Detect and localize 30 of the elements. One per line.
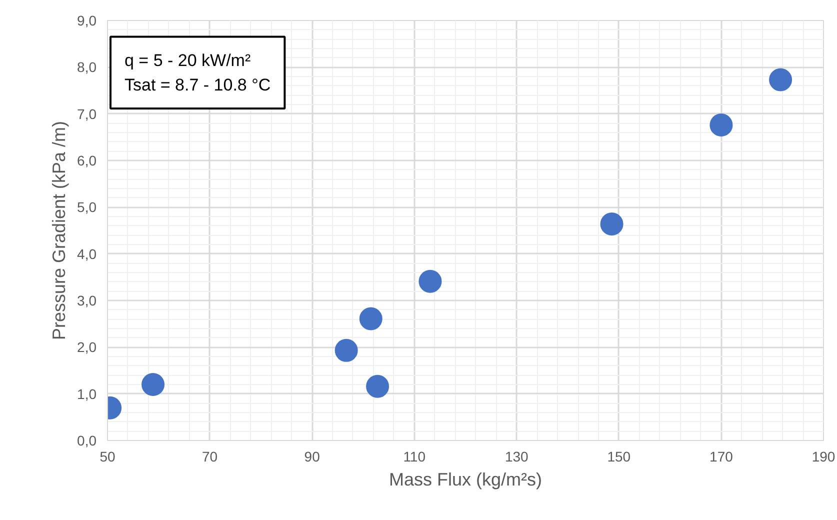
y-tick-label: 5,0 <box>77 199 97 216</box>
y-tick-label: 2,0 <box>77 339 97 356</box>
x-tick-label: 50 <box>100 448 116 464</box>
x-axis-title: Mass Flux (kg/m²s) <box>389 470 542 490</box>
annotation: Tsat = 8.7 - 10.8 °C <box>124 76 271 94</box>
x-tick-label: 70 <box>202 448 218 464</box>
point <box>769 68 792 92</box>
y-tick-label: 0,0 <box>77 432 97 448</box>
x-tick-label: 190 <box>812 448 836 464</box>
point <box>366 374 390 398</box>
annotation: q = 5 - 20 kW/m² <box>124 50 251 70</box>
point <box>334 338 358 362</box>
x-tick-label: 110 <box>403 448 426 464</box>
x-tick-label: 150 <box>607 448 631 464</box>
x-tick-label: 170 <box>710 448 734 464</box>
x-tick-label: 130 <box>504 448 529 464</box>
y-tick-label: 4,0 <box>77 246 97 262</box>
y-tick-label: 1,0 <box>77 386 97 402</box>
point <box>418 270 442 293</box>
point <box>600 212 624 236</box>
y-axis-title: Pressure Gradient (kPa /m) <box>49 120 70 340</box>
y-tick-label: 7,0 <box>77 106 97 122</box>
point <box>359 307 382 330</box>
point <box>710 114 733 137</box>
y-tick-label: 6,0 <box>77 152 97 168</box>
x-tick-label: 90 <box>304 448 320 464</box>
y-tick-label: 9,0 <box>77 12 97 28</box>
y-tick-label: 8,0 <box>77 59 97 76</box>
y-tick-label: 3,0 <box>77 292 97 308</box>
point <box>142 373 165 396</box>
